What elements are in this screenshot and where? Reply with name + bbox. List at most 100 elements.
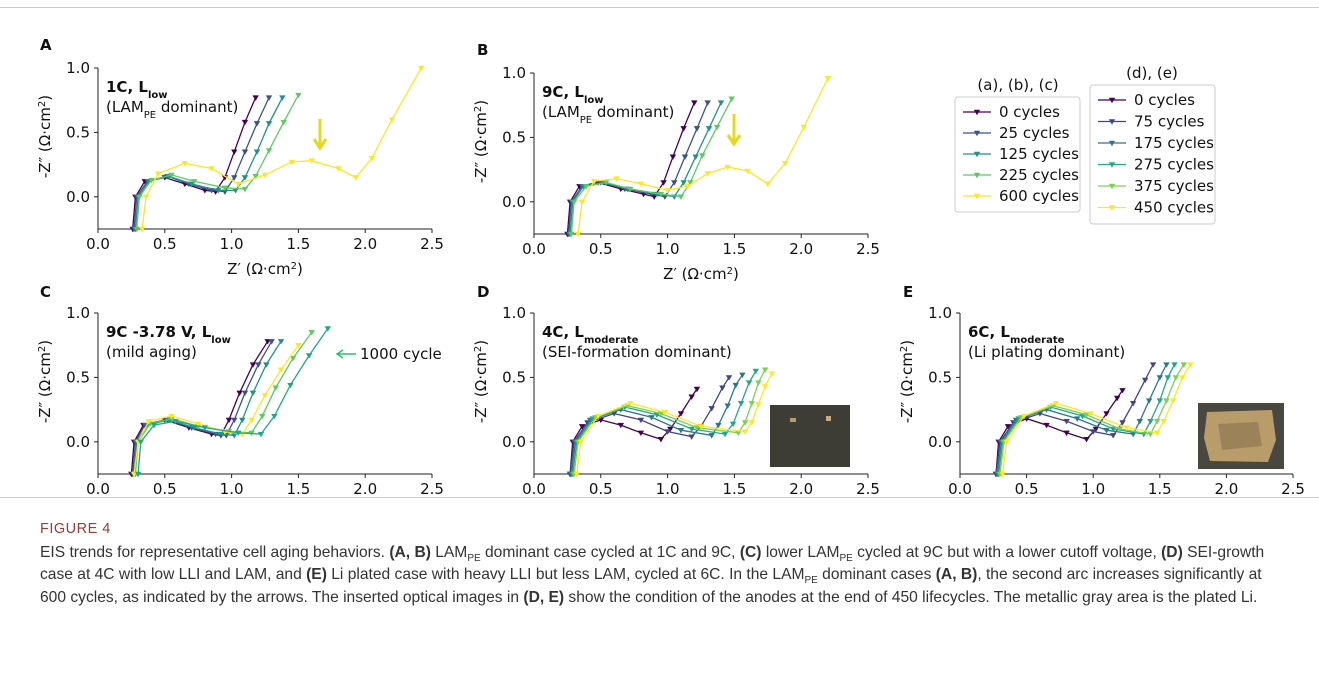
legend-marker — [973, 193, 981, 200]
marker — [664, 429, 671, 435]
marker — [693, 386, 701, 393]
panel-subtitle-part: PE — [580, 115, 592, 126]
marker — [692, 154, 699, 160]
caption-ref: (C) — [739, 544, 762, 561]
x-tick-label: 2.5 — [1281, 480, 1305, 495]
marker — [657, 437, 665, 443]
marker — [248, 417, 255, 424]
x-tick-label: 0.5 — [589, 240, 613, 258]
y-axis-label-part: -Z″ (Ω·cm — [36, 107, 54, 178]
y-tick-label: 0.0 — [502, 433, 526, 451]
marker — [669, 154, 677, 160]
marker — [255, 362, 262, 368]
marker — [241, 175, 249, 181]
x-tick-label: 0.0 — [522, 480, 546, 495]
legend-label: 450 cycles — [1134, 199, 1214, 217]
marker — [352, 175, 360, 181]
panel-label: C — [40, 283, 51, 301]
marker — [1079, 413, 1086, 420]
marker — [280, 119, 287, 126]
marker — [1129, 400, 1137, 407]
legend-marker — [1108, 183, 1116, 190]
inset-image — [770, 405, 850, 467]
marker — [418, 65, 425, 72]
y-tick-label: 0.0 — [502, 193, 526, 211]
marker — [1160, 418, 1167, 425]
caption-ref: (A, B) — [935, 566, 978, 584]
marker — [761, 367, 769, 373]
marker — [1043, 422, 1050, 429]
marker — [1020, 413, 1028, 420]
legend-marker — [973, 172, 981, 179]
x-tick-label: 1.0 — [220, 235, 244, 253]
annotation: 1000 cycle — [360, 345, 442, 363]
marker — [279, 95, 286, 101]
arrow — [312, 119, 328, 151]
marker — [133, 226, 140, 233]
marker — [748, 420, 755, 426]
caption-text: SEI-growth case at 4C with low LLI and L… — [40, 544, 1265, 584]
marker — [590, 178, 598, 185]
marker — [137, 439, 144, 445]
marker — [637, 417, 645, 424]
marker — [241, 186, 249, 193]
caption-text: dominant cases — [817, 566, 936, 584]
x-tick-label: 1.0 — [220, 480, 244, 495]
marker — [724, 164, 731, 171]
series-line — [995, 389, 1124, 475]
x-tick-label: 2.0 — [789, 480, 813, 495]
y-axis-label: -Z″ (Ω·cm2) — [472, 340, 490, 423]
arrow — [335, 349, 356, 359]
legend-box — [954, 96, 1081, 213]
marker — [308, 330, 315, 336]
caption-ref: (E) — [306, 566, 327, 584]
marker — [217, 431, 225, 438]
marker — [732, 382, 739, 389]
legend-label: 600 cycles — [999, 187, 1079, 205]
marker — [138, 226, 146, 233]
marker — [221, 185, 229, 191]
marker — [142, 194, 150, 200]
x-tick-label: 2.0 — [789, 240, 813, 258]
marker — [388, 117, 396, 123]
x-axis-label: Z′ (Ω·cm2) — [663, 265, 739, 283]
legend-marker — [1108, 140, 1116, 147]
marker — [168, 413, 175, 420]
marker — [235, 181, 242, 188]
marker — [1141, 377, 1149, 384]
marker — [261, 393, 269, 399]
marker — [261, 172, 269, 179]
marker — [688, 434, 695, 440]
marker — [130, 471, 138, 478]
marker — [265, 148, 273, 154]
x-tick-label: 1.5 — [286, 480, 310, 495]
legend-label: 0 cycles — [1134, 91, 1195, 109]
marker — [257, 431, 265, 438]
marker — [288, 159, 295, 166]
y-axis-label-part: 2 — [899, 346, 910, 352]
marker — [265, 95, 273, 101]
y-axis-label-part: 2 — [473, 346, 484, 352]
marker — [1119, 388, 1126, 394]
marker — [715, 422, 722, 429]
marker — [287, 382, 294, 389]
marker — [295, 92, 302, 99]
y-tick-label: 0.0 — [66, 433, 90, 451]
x-tick-label: 2.5 — [856, 480, 880, 495]
panel-title-part: low — [148, 90, 168, 101]
marker — [1180, 362, 1187, 368]
y-axis-label-part: ) — [472, 340, 490, 346]
marker — [582, 184, 590, 190]
marker — [637, 430, 645, 436]
marker — [1163, 398, 1170, 404]
marker — [800, 124, 808, 131]
figure: A0.0 0.5 1.0 1.5 2.0 2.50.00.51.0Z′ (Ω·cm2)-Z… — [36, 36, 1305, 495]
marker — [680, 126, 687, 132]
marker — [195, 421, 202, 427]
marker — [626, 186, 634, 193]
panel-title-part: 4C, L — [542, 323, 584, 341]
marker — [368, 155, 376, 162]
x-tick-label: 2.0 — [1214, 480, 1238, 495]
marker — [231, 149, 238, 155]
marker — [613, 176, 621, 182]
